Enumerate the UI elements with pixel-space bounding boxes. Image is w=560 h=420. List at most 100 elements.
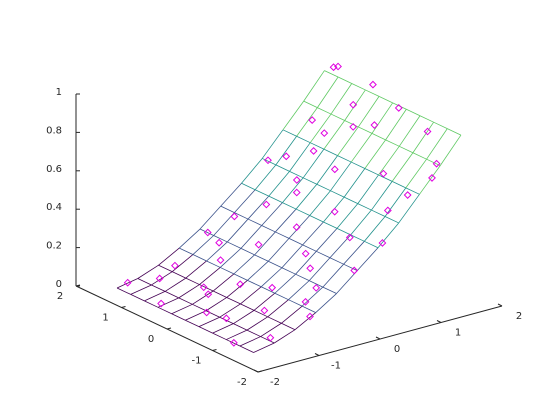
- mesh-line: [303, 70, 325, 102]
- mesh-line: [377, 222, 400, 249]
- mesh-line: [344, 89, 366, 121]
- mesh-line: [343, 168, 366, 198]
- mesh-line: [330, 83, 353, 115]
- scatter-point: [308, 116, 317, 124]
- mesh-line: [239, 336, 261, 347]
- mesh-line: [330, 113, 345, 121]
- mesh-line: [178, 284, 200, 299]
- scatter-point: [157, 299, 166, 308]
- mesh-line: [357, 96, 380, 128]
- mesh-line: [384, 187, 407, 217]
- scatter-point: [215, 238, 224, 247]
- mesh-line: [275, 164, 290, 172]
- scatter-point: [282, 152, 291, 161]
- mesh-line: [322, 286, 337, 294]
- z-tick-label: 0.6: [46, 164, 62, 175]
- scatter-point: [204, 290, 213, 299]
- mesh-line: [364, 216, 386, 242]
- mesh-line: [317, 107, 332, 115]
- mesh-line: [412, 152, 427, 160]
- mesh-line: [205, 310, 220, 318]
- mesh-line: [296, 107, 318, 137]
- mesh-line: [234, 189, 256, 213]
- scatter-point: [379, 169, 388, 178]
- mesh-line: [233, 273, 248, 281]
- mesh-line: [426, 158, 441, 167]
- mesh-line: [241, 158, 263, 184]
- scatter-point: [378, 239, 387, 247]
- mesh-line: [219, 248, 242, 268]
- mesh-line: [226, 297, 241, 305]
- mesh-line: [254, 164, 277, 190]
- y-tick: [257, 370, 263, 373]
- mesh-line: [288, 299, 303, 307]
- mesh-line: [151, 271, 173, 286]
- scatter-point: [202, 308, 211, 317]
- mesh-line: [288, 280, 310, 300]
- mesh-line: [253, 342, 275, 353]
- mesh-line: [301, 305, 316, 313]
- mesh-line: [378, 146, 400, 176]
- mesh-line: [198, 326, 213, 334]
- z-tick-label: 0.4: [46, 202, 62, 213]
- x-tick: [253, 369, 259, 373]
- mesh-line: [289, 142, 311, 172]
- mesh-line: [343, 196, 358, 204]
- mesh-line: [316, 183, 331, 192]
- scatter-point: [292, 223, 301, 232]
- mesh-line: [268, 260, 283, 269]
- x-tick-label: 2: [516, 311, 522, 322]
- y-tick-label: -1: [192, 356, 202, 367]
- mesh-line: [364, 139, 386, 169]
- mesh-line: [268, 195, 283, 203]
- mesh-line: [260, 322, 282, 337]
- mesh-line: [302, 148, 325, 179]
- mesh-line: [212, 332, 227, 340]
- mesh-line: [275, 208, 297, 233]
- mesh-line: [260, 267, 283, 288]
- mesh-line: [199, 205, 222, 230]
- mesh-line: [233, 310, 255, 324]
- x-tick: [497, 303, 503, 307]
- mesh-line: [330, 190, 345, 198]
- mesh-line: [406, 108, 421, 117]
- mesh-line: [282, 202, 297, 210]
- mesh-line: [419, 115, 434, 123]
- mesh-line: [309, 280, 324, 288]
- x-tick-label: -1: [331, 361, 341, 372]
- mesh-line: [309, 113, 332, 143]
- mesh-line: [212, 323, 234, 334]
- mesh-line: [268, 171, 290, 197]
- z-tick-label: 0: [56, 279, 62, 290]
- mesh-line: [289, 170, 304, 179]
- mesh-line: [172, 271, 187, 279]
- mesh-line: [262, 158, 277, 166]
- scatter-point: [334, 62, 342, 71]
- mesh-line: [130, 294, 145, 302]
- mesh-line: [219, 303, 241, 318]
- mesh-line: [301, 286, 324, 307]
- mesh-line: [295, 208, 310, 216]
- mesh-line: [185, 319, 200, 328]
- scatter-point: [264, 156, 272, 165]
- mesh-line: [336, 203, 359, 229]
- mesh-line: [357, 174, 379, 204]
- y-tick-label: 0: [148, 334, 154, 345]
- mesh-line: [337, 155, 352, 163]
- mesh-line: [233, 254, 255, 275]
- mesh-line: [282, 129, 297, 137]
- mesh-line: [116, 278, 138, 289]
- mesh-line: [329, 257, 344, 265]
- mesh-line: [343, 241, 365, 265]
- mesh-line: [322, 263, 344, 288]
- mesh-line: [219, 316, 234, 325]
- mesh-line: [253, 292, 276, 311]
- mesh-line: [254, 189, 269, 197]
- y-tick-label: 1: [102, 313, 108, 324]
- mesh-line: [240, 248, 255, 256]
- mesh-line: [316, 155, 338, 185]
- y-tick-label: 2: [57, 291, 63, 302]
- mesh-line: [350, 209, 372, 236]
- mesh-line: [213, 235, 228, 243]
- mesh-line: [205, 297, 227, 312]
